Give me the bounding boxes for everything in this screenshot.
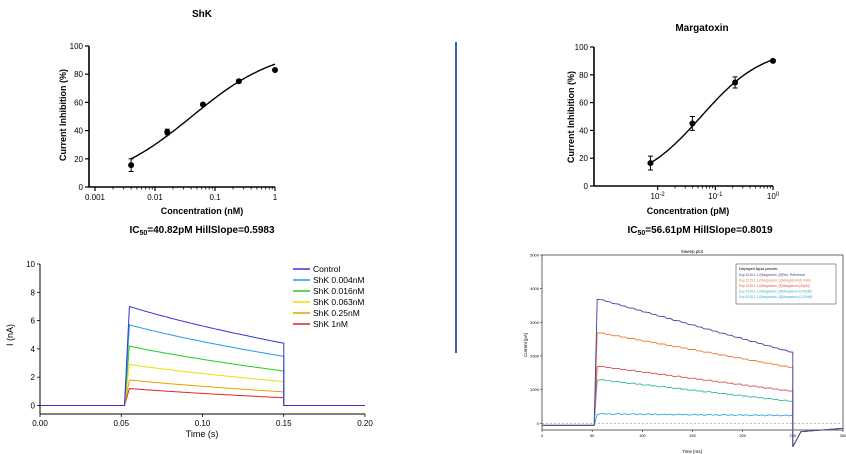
sweep-legend-label: Exp 1015.1.1 (Margatoxin, [3]Margatoxin … [739,290,811,294]
margatoxin-data-point [689,120,696,127]
margatoxin-dose-response-chart: Margatoxin Current Inhibition (%) Concen… [566,23,780,237]
trace-legend-label: ShK 0.063nM [313,297,365,307]
trace-series-line [40,305,365,406]
sweep-x-tick-label: 100 [639,433,646,438]
sweep-y-tick-label: 1000 [530,387,540,392]
trace-y-tick-label: 4 [31,345,36,354]
shk-x-tick-label: 0.001 [85,193,106,202]
shk-chart-title: ShK [192,9,213,20]
trace-x-tick-label: 0.10 [195,419,211,428]
shk-trace-y-axis-label: I (nA) [5,324,15,346]
margatoxin-y-tick-label: 20 [579,154,588,163]
sweep-y-axis-label: Current [pA] [523,333,528,357]
trace-series-line [40,324,365,406]
sweep-x-tick-label: 150 [689,433,696,438]
sweep-legend-label: Exp 1015.1.1 (Margatoxin, [1]Margatoxin … [739,279,811,283]
trace-series-line [40,379,365,406]
sweep-series-line [542,379,844,448]
sweep-x-tick-label: 0 [541,433,544,438]
trace-x-tick-label: 0.20 [357,419,373,428]
trace-legend-label: Control [313,264,341,274]
shk-ic50-annotation: IC50=40.82pM HillSlope=0.5983 [129,225,275,237]
shk-current-trace-chart: Time (s) I (nA) 0 2 4 6 8 10 0.00 0.05 0.10 0.15 0… [5,260,373,439]
margatoxin-ic50-annotation: IC50=56.61pM HillSlope=0.8019 [627,225,773,237]
margatoxin-y-tick-label: 60 [579,99,588,108]
trace-y-tick-label: 6 [31,317,36,326]
shk-y-tick-label: 40 [74,127,83,136]
margatoxin-fit-curve [650,58,774,164]
sweep-x-tick-label: 50 [590,433,595,438]
shk-trace-x-axis-label: Time (s) [186,429,219,439]
sweep-series-line [542,365,844,448]
trace-series-line [40,387,365,406]
shk-data-point [272,66,278,73]
margatoxin-sweep-plot: Sweep plot Time [ms] Current [pA] 010002… [522,247,846,454]
trace-x-tick-label: 0.05 [113,419,129,428]
sweep-series-line [542,298,844,448]
sweep-legend-label: Exp 1015.1.1 (Margatoxin, [0]Rec. Refere… [739,273,805,277]
shk-y-axis-label: Current Inhibition (%) [58,69,68,161]
margatoxin-x-axis-label: Concentration (pM) [647,206,730,216]
margatoxin-y-tick-label: 40 [579,126,588,135]
margatoxin-y-tick-label: 80 [579,71,588,80]
margatoxin-x-tick-label: 100 [767,192,780,201]
shk-fit-curve [130,63,276,160]
margatoxin-data-point [770,57,776,64]
trace-legend-label: ShK 0.016nM [313,286,365,296]
sweep-y-tick-label: 2000 [530,353,540,358]
shk-data-point [199,101,206,108]
shk-data-point [128,162,135,169]
shk-x-tick-label: 0.1 [209,193,221,202]
sweep-x-axis-label: Time [ms] [682,449,702,454]
sweep-y-tick-label: 4000 [530,286,540,291]
trace-y-tick-label: 0 [31,402,36,411]
trace-series-line [40,363,365,406]
sweep-series-line [542,412,844,448]
margatoxin-y-tick-label: 0 [584,182,589,191]
margatoxin-data-point [647,160,654,167]
shk-x-axis-label: Concentration (nM) [161,206,244,216]
shk-y-tick-label: 60 [74,98,83,107]
sweep-legend-label: Exp 1015.1.1 (Margatoxin, [2]Margatoxin … [739,284,810,288]
shk-x-tick-label: 0.01 [147,193,163,202]
shk-y-tick-label: 80 [74,70,83,79]
shk-dose-response-chart: ShK Current Inhibition (%) Concentration… [58,9,278,237]
sweep-series-line [542,332,844,448]
trace-legend-label: ShK 1nM [313,319,348,329]
sweep-y-tick-label: 5000 [530,253,540,258]
margatoxin-x-tick-label: 10-2 [651,192,666,201]
shk-data-point [164,129,171,136]
sweep-plot-title: Sweep plot [681,249,704,254]
trace-y-tick-label: 8 [31,288,36,297]
shk-y-tick-label: 20 [74,155,83,164]
sweep-legend-box [735,263,837,305]
trace-legend-label: ShK 0.004nM [313,275,365,285]
trace-legend-label: ShK 0.25nM [313,308,360,318]
margatoxin-data-point [732,79,739,86]
trace-x-tick-label: 0.00 [32,419,48,428]
shk-y-tick-label: 0 [79,183,84,192]
trace-series-line [40,345,365,406]
shk-data-point [235,78,242,85]
trace-x-tick-label: 0.15 [276,419,292,428]
margatoxin-chart-title: Margatoxin [675,23,728,34]
shk-y-tick-label: 100 [70,42,84,51]
trace-y-tick-label: 10 [26,260,35,269]
trace-y-tick-label: 2 [31,373,36,382]
sweep-x-tick-label: 300 [840,433,846,438]
sweep-legend-label: Exp 1015.1.1 (Margatoxin, [4]Margatoxin … [739,295,812,299]
margatoxin-y-axis-label: Current Inhibition (%) [566,71,576,163]
margatoxin-x-tick-label: 10-1 [708,192,723,201]
shk-x-tick-label: 1 [273,193,278,202]
sweep-y-tick-label: 0 [537,421,540,426]
sweep-x-tick-label: 200 [739,433,746,438]
sweep-y-tick-label: 3000 [530,320,540,325]
margatoxin-y-tick-label: 100 [575,43,589,52]
sweep-legend-title: Displayed liquid periods: [739,267,778,271]
